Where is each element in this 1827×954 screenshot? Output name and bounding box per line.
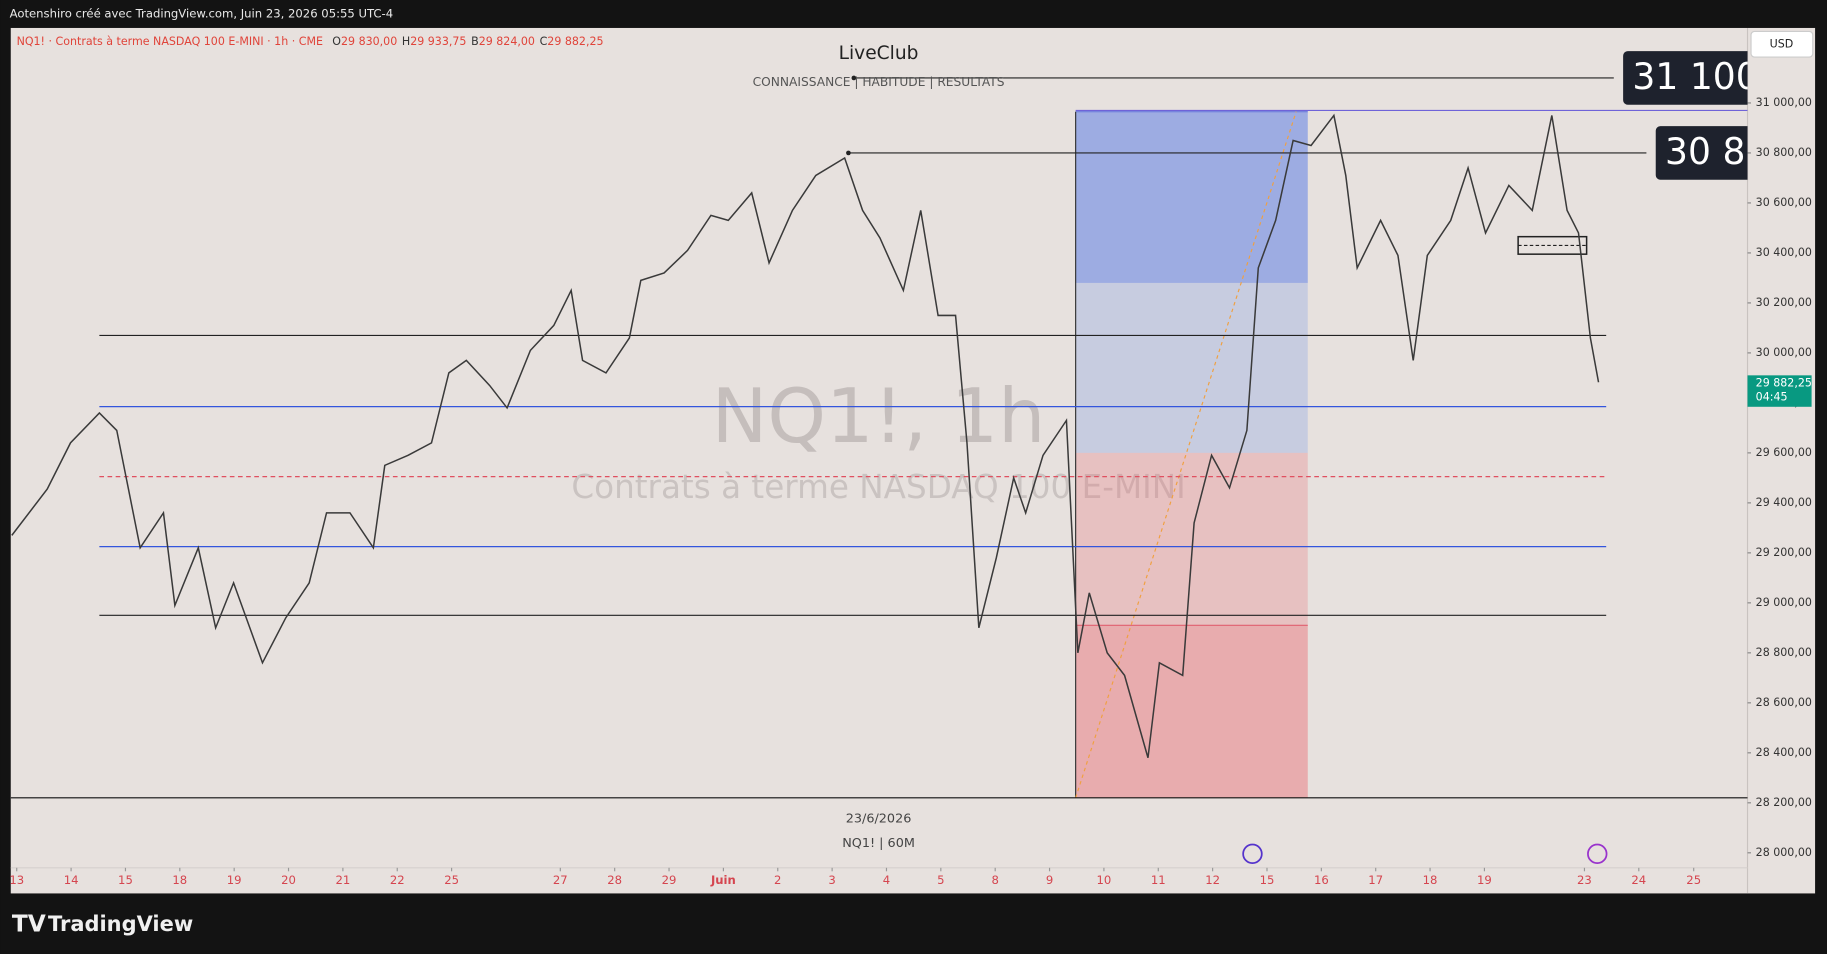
title: LiveClub	[839, 43, 919, 64]
currency-box[interactable]	[1750, 30, 1814, 58]
level-label: 30 800	[1665, 130, 1791, 173]
level-label-box	[1623, 51, 1748, 105]
brand: TradingView	[48, 912, 193, 936]
level-anchor	[846, 150, 851, 156]
x-tick-label: 12	[1205, 873, 1220, 887]
countdown: 04:45	[1756, 390, 1788, 403]
x-tick-label: 28	[607, 873, 622, 887]
x-tick-label: 15	[118, 873, 133, 887]
x-tick-label: 16	[1314, 873, 1329, 887]
y-tick-label: 28 800,00	[1756, 646, 1812, 659]
x-tick-label: 25	[1686, 873, 1701, 887]
x-tick-label: Juin	[710, 873, 736, 887]
y-tick-label: 28 000,00	[1756, 846, 1812, 859]
x-tick-label: 13	[9, 873, 24, 887]
x-tick-label: 19	[227, 873, 242, 887]
currency[interactable]: USD	[1770, 37, 1794, 50]
y-tick-label: 30 000,00	[1756, 346, 1812, 359]
ohlc-name: C	[540, 35, 548, 48]
y-tick-label: 29 000,00	[1756, 596, 1812, 609]
position-zone	[1075, 625, 1308, 798]
level-label-box	[1655, 126, 1748, 180]
ohlc-name: B	[471, 35, 479, 48]
axes: 28 000,00 28 200,00 28 400,00 28 600,00 28 8…	[9, 96, 1812, 887]
last-price: 29 882,25	[1756, 376, 1812, 389]
subtitle: CONNAISSANCE | HABITUDE | RESULTATS	[753, 75, 1005, 89]
watermark: Contrats à terme NASDAQ 100 E-MINI	[571, 468, 1185, 506]
x-tick-label: 15	[1260, 873, 1275, 887]
x-tick-label: 2	[774, 873, 781, 887]
ohlc-value: 29 830,00	[341, 35, 397, 48]
x-tick-label: 20	[281, 873, 296, 887]
y-tick-label: 30 800,00	[1756, 146, 1812, 159]
x-tick-label: 23	[1577, 873, 1592, 887]
x-tick-label: 27	[553, 873, 568, 887]
y-tick-label: 30 200,00	[1756, 296, 1812, 309]
x-tick-label: 21	[335, 873, 350, 887]
economic-event-icon[interactable]	[1242, 843, 1263, 865]
event-icon[interactable]	[1587, 843, 1608, 865]
x-tick-label: 8	[991, 873, 998, 887]
logo-mark: TV	[12, 910, 46, 937]
x-tick-label: 4	[883, 873, 890, 887]
y-tick-label: 28 600,00	[1756, 696, 1812, 709]
ohlc-name: H	[402, 35, 410, 48]
level-anchor	[851, 75, 857, 81]
ohlc-name: O	[332, 35, 341, 48]
x-tick-label: 14	[64, 873, 79, 887]
x-tick-label: 11	[1151, 873, 1166, 887]
plot: NQ1!, 1h Contrats à terme NASDAQ 100 E-MI…	[10, 51, 1791, 799]
interval-label: NQ1! | 60M	[842, 836, 915, 851]
x-tick-label: 25	[444, 873, 459, 887]
x-tick-label: 19	[1477, 873, 1492, 887]
x-tick-label: 22	[390, 873, 405, 887]
watermark: NQ1!, 1h	[712, 373, 1046, 460]
level-label: 31 100	[1632, 55, 1758, 98]
x-tick-label: 18	[1423, 873, 1438, 887]
ohlc-value: 29 882,25	[547, 35, 603, 48]
y-tick-label: 30 400,00	[1756, 246, 1812, 259]
y-tick-label: 30 600,00	[1756, 196, 1812, 209]
x-tick-label: 5	[937, 873, 944, 887]
y-tick-label: 28 400,00	[1756, 746, 1812, 759]
symbol: NQ1! · Contrats à terme NASDAQ 100 E-MIN…	[17, 35, 323, 48]
x-tick-label: 18	[172, 873, 187, 887]
last-price-box	[1747, 375, 1812, 407]
price-line	[11, 113, 1600, 759]
y-tick-label: 28 200,00	[1756, 796, 1812, 809]
position-zone	[1075, 111, 1308, 283]
credit: Aotenshiro créé avec TradingView.com, Ju…	[10, 6, 394, 20]
x-tick-label: 29	[662, 873, 677, 887]
y-tick-label: 31 000,00	[1756, 96, 1812, 109]
y-tick-label: 29 600,00	[1756, 446, 1812, 459]
position-path	[1075, 111, 1297, 798]
x-tick-label: 3	[828, 873, 835, 887]
ohlc-value: 29 824,00	[479, 35, 535, 48]
x-tick-label: 24	[1631, 873, 1646, 887]
ohlc-value: 29 933,75	[410, 35, 466, 48]
y-tick-label: 29 200,00	[1756, 546, 1812, 559]
x-tick-label: 9	[1046, 873, 1053, 887]
symbol-line: NQ1! · Contrats à terme NASDAQ 100 E-MIN…	[17, 35, 604, 48]
date-label: 23/6/2026	[846, 811, 912, 826]
x-tick-label: 17	[1368, 873, 1383, 887]
y-tick-label: 29 400,00	[1756, 496, 1812, 509]
chart-panel	[10, 27, 1816, 894]
x-tick-label: 10	[1097, 873, 1112, 887]
position-zone	[1075, 111, 1308, 453]
